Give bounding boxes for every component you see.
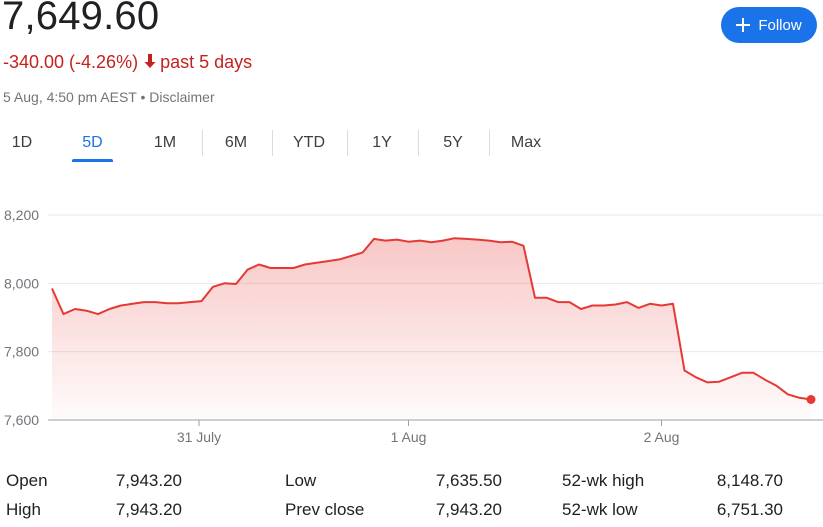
y-tick-label: 8,000 bbox=[4, 275, 39, 291]
quote-price: 7,649.60 bbox=[2, 0, 160, 38]
tab-divider bbox=[418, 130, 419, 156]
tab-ytd[interactable]: YTD bbox=[293, 134, 325, 151]
plus-icon bbox=[736, 18, 751, 32]
change-value: -340.00 (-4.26%) bbox=[3, 52, 139, 72]
range-tabs: 1D 5D 1M 6M YTD 1Y 5Y Max bbox=[0, 126, 823, 162]
stat-value-low: 7,635.50 bbox=[435, 471, 502, 490]
tab-1d[interactable]: 1D bbox=[11, 134, 33, 151]
stat-label-high: High bbox=[6, 500, 41, 519]
quote-timestamp[interactable]: 5 Aug, 4:50 pm AEST • Disclaimer bbox=[3, 89, 215, 105]
stat-value-prev-close: 7,943.20 bbox=[435, 500, 502, 519]
follow-label: Follow bbox=[758, 16, 802, 34]
y-tick-label: 7,800 bbox=[4, 344, 39, 360]
stat-value-open: 7,943.20 bbox=[115, 471, 182, 490]
tab-divider bbox=[489, 130, 490, 156]
y-tick-label: 7,600 bbox=[4, 412, 39, 428]
tab-divider bbox=[202, 130, 203, 156]
tab-divider bbox=[347, 130, 348, 156]
stat-label-low: Low bbox=[285, 471, 317, 490]
arrow-down-icon bbox=[144, 52, 156, 73]
tab-max[interactable]: Max bbox=[510, 134, 542, 151]
tab-5d[interactable]: 5D bbox=[72, 126, 113, 162]
x-tick-label: 1 Aug bbox=[391, 429, 427, 445]
tab-1y[interactable]: 1Y bbox=[372, 134, 392, 151]
stats-row: Open 7,943.20 Low 7,635.50 52-wk high 8,… bbox=[0, 471, 823, 499]
change-period: past 5 days bbox=[160, 52, 253, 72]
x-tick-label: 2 Aug bbox=[644, 429, 680, 445]
stat-label-52wk-low: 52-wk low bbox=[562, 500, 638, 519]
price-line bbox=[51, 237, 812, 401]
last-price-dot bbox=[806, 395, 816, 404]
stat-value-52wk-low: 6,751.30 bbox=[716, 500, 783, 519]
tab-5y[interactable]: 5Y bbox=[443, 134, 463, 151]
follow-button[interactable]: Follow bbox=[721, 7, 817, 43]
tab-1m[interactable]: 1M bbox=[153, 134, 177, 151]
y-tick-label: 8,200 bbox=[4, 207, 39, 223]
stats-row: High 7,943.20 Prev close 7,943.20 52-wk … bbox=[0, 500, 823, 527]
tab-divider bbox=[272, 130, 273, 156]
stat-label-52wk-high: 52-wk high bbox=[562, 471, 645, 490]
x-tick-label: 31 July bbox=[177, 429, 221, 445]
stat-label-prev-close: Prev close bbox=[285, 500, 365, 519]
stat-value-high: 7,943.20 bbox=[115, 500, 182, 519]
quote-change: -340.00 (-4.26%) past 5 days bbox=[3, 52, 252, 73]
price-area bbox=[52, 238, 811, 420]
tab-6m[interactable]: 6M bbox=[224, 134, 248, 151]
stat-label-open: Open bbox=[6, 471, 48, 490]
stat-value-52wk-high: 8,148.70 bbox=[716, 471, 783, 490]
